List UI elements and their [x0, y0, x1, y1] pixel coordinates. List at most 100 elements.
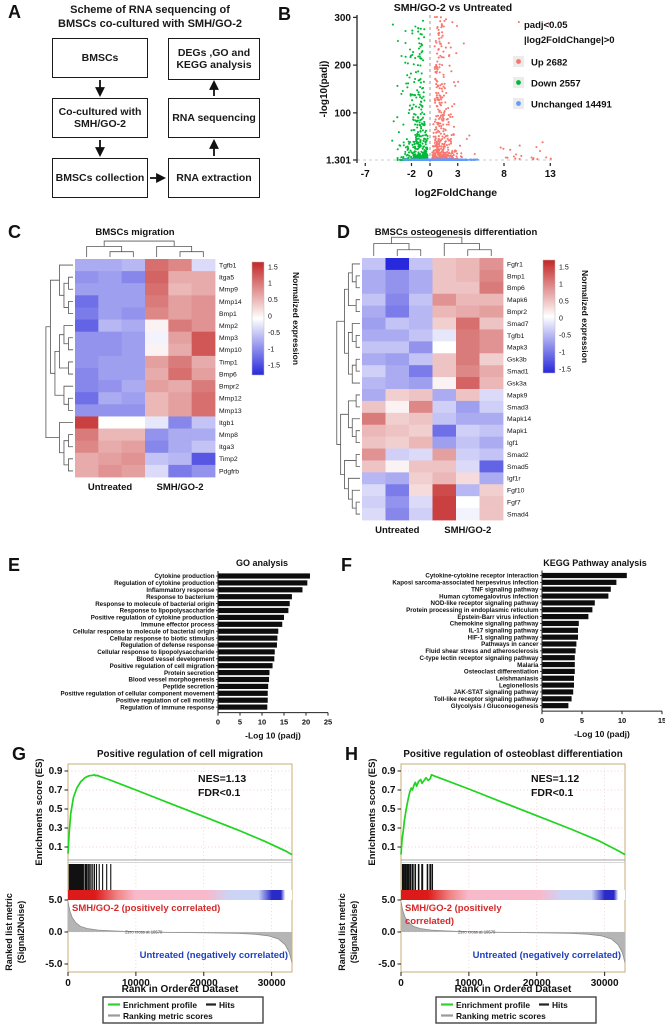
legend-ranking-metric: Ranking metric scores	[123, 1011, 213, 1021]
colorbar-tick: -1	[559, 350, 565, 357]
es-tick-label: 0.3	[382, 823, 396, 834]
panel-a-title: Scheme of RNA sequencing of BMSCs co-cul…	[30, 4, 270, 32]
bar-category-label: Fluid shear stress and atherosclerosis	[425, 648, 539, 655]
panel-letter: G	[12, 744, 26, 764]
bar	[218, 621, 283, 627]
x-axis-title: log2FoldChange	[415, 187, 497, 199]
bar-title: KEGG Pathway analysis	[543, 558, 647, 568]
bar-category-label: Blood vessel development	[136, 656, 214, 663]
bar-category-label: Cytokine-cytokine receptor interaction	[425, 573, 538, 580]
colorbar-tick: 0.5	[268, 297, 278, 304]
panel-c-heatmap-migration: C BMSCs migration Tgfb1 Itga5 Mmp9 Mmp14 Bmp1 M…	[0, 218, 332, 555]
x-axis-title: -Log 10 (padj)	[574, 729, 630, 739]
group-label-smhgo2: SMH/GO-2	[444, 525, 491, 536]
bar	[542, 586, 611, 592]
volcano-points-down	[391, 19, 429, 162]
gene-label: Gsk3a	[507, 380, 527, 387]
gene-label: Fgfr1	[507, 261, 523, 268]
group-label-untreated: Untreated	[88, 482, 133, 493]
gene-label: Mapk3	[507, 345, 528, 352]
flow-arrows	[95, 80, 219, 183]
gene-label: Smad5	[507, 464, 529, 471]
correlation-band	[68, 890, 292, 900]
rank-tick-label: 10000	[122, 978, 150, 989]
es-tick-label: 0.1	[382, 842, 396, 853]
bar-category-label: Pathways in cancer	[481, 641, 539, 648]
bar-category-label: Regulation of defense response	[121, 642, 215, 649]
flow-box-rna-extraction: RNA extraction	[168, 158, 260, 198]
gene-label: Mmp10	[219, 347, 242, 354]
bar-category-label: Positive regulation of cellular componen…	[60, 691, 214, 698]
gene-label: Timp1	[219, 359, 238, 366]
positive-group-label: correlated)	[405, 916, 454, 927]
bar-category-label: Inflammatory response	[146, 587, 215, 594]
bar-category-label: Human cytomegalovirus infection	[439, 593, 539, 600]
heatmap-cells	[75, 259, 216, 478]
enrichment-curve	[67, 773, 293, 856]
gene-label: Igf1r	[507, 476, 521, 483]
bar	[542, 696, 572, 702]
legend-ranking-metric: Ranking metric scores	[456, 1011, 546, 1021]
bar	[542, 620, 579, 627]
bar-category-label: Epstein-Barr virus infection	[457, 614, 538, 621]
panel-letter: D	[337, 222, 350, 242]
bar-category-label: Positive regulation of cell migration	[110, 663, 215, 670]
bar-category-label: Malaria	[517, 662, 539, 669]
bar	[542, 682, 574, 688]
bar	[542, 614, 589, 620]
bar	[218, 573, 310, 579]
gene-label: Mmp8	[219, 432, 238, 439]
bar	[218, 601, 290, 607]
flow-box-degs-analysis: DEGs ,GO and KEGG analysis	[168, 38, 260, 80]
enrichment-curve	[400, 773, 626, 856]
gsea-plot-migration: G Positive regulation of cell migration NE…	[4, 744, 293, 1024]
ranking-metric-curve	[400, 901, 626, 963]
bar-category-label: Cellular response to biotic stimulus	[110, 635, 215, 642]
heatmap-migration: C BMSCs migration Tgfb1 Itga5 Mmp9 Mmp14 Bmp1 M…	[8, 222, 301, 493]
bar-category-label: JAK-STAT signaling pathway	[453, 689, 539, 696]
bar-category-label: Positive regulation of cell motility	[116, 697, 215, 704]
bar	[218, 635, 278, 641]
bar	[218, 676, 270, 683]
gene-label: Pdgfrb	[219, 468, 239, 475]
flow-box-rna-sequencing: RNA sequencing	[168, 98, 260, 138]
bar	[542, 627, 578, 633]
bar-category-label: Response to lipopolysaccharide	[120, 608, 215, 615]
x-tick-label: 13	[545, 169, 557, 180]
bar-category-label: Peptide secretion	[163, 684, 215, 691]
colorbar-label: Normalized expression	[291, 272, 301, 365]
gene-label: Mmp12	[219, 396, 242, 403]
metric-axis-title-2: (Signal2Noise)	[349, 901, 359, 964]
metric-tick-label: 5.0	[49, 895, 63, 906]
gene-label: Smad7	[507, 321, 529, 328]
heatmap-osteogenesis: D BMSCs osteogenesis differentiation Fgfr1…	[336, 222, 590, 536]
gene-label: Itga3	[219, 444, 234, 451]
y-tick-label: 100	[334, 108, 351, 119]
gene-label: Bmpr2	[219, 384, 239, 391]
bar-category-label: Kaposi sarcoma-associated herpesvirus in…	[392, 580, 538, 587]
bar	[542, 607, 593, 613]
es-tick-label: 0.7	[49, 785, 63, 796]
x-tick-label: 0	[540, 716, 544, 725]
volcano-title: SMH/GO-2 vs Untreated	[394, 2, 512, 14]
bar-category-label: Cellular response to lipopolysaccharide	[97, 649, 215, 656]
rank-tick-label: 20000	[523, 978, 551, 989]
volcano-plot: B SMH/GO-2 vs Untreated 300 200 100 1.301 -7 -2…	[278, 2, 615, 199]
colorbar-tick: 1	[268, 281, 272, 288]
gene-label: Gsk3b	[507, 357, 527, 364]
gene-label: Bmp6	[219, 371, 237, 378]
group-label-untreated: Untreated	[375, 525, 420, 536]
bar-category-label: Cellular response to molecule of bacteri…	[73, 628, 215, 635]
panel-h-gsea-osteoblast: H Positive regulation of osteoblast diffe…	[333, 740, 665, 1034]
es-tick-label: 0.3	[49, 823, 63, 834]
metric-axis-title-2: (Signal2Noise)	[16, 901, 26, 964]
gsea-plot-osteoblast: H Positive regulation of osteoblast diffe…	[337, 744, 626, 1024]
panel-g-gsea-migration: G Positive regulation of cell migration NE…	[0, 740, 333, 1034]
fdr-value: FDR<0.1	[198, 787, 240, 799]
metric-tick-label: 5.0	[382, 895, 396, 906]
gene-label: Mmp9	[219, 287, 238, 294]
colorbar	[542, 259, 556, 374]
x-tick-label: 5	[580, 716, 584, 725]
rank-axis-title: Rank in Ordered Dataset	[455, 984, 572, 995]
gene-label: Mapk6	[507, 297, 528, 304]
